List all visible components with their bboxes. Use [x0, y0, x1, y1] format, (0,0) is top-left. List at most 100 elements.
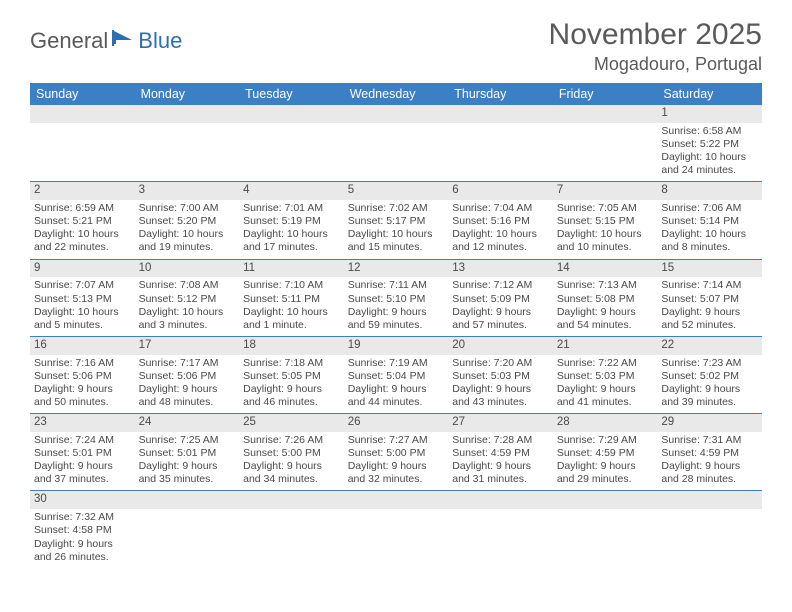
day-details: Sunrise: 7:31 AMSunset: 4:59 PMDaylight:… — [657, 432, 762, 491]
day-details: Sunrise: 7:10 AMSunset: 5:11 PMDaylight:… — [239, 277, 344, 336]
day-number: 21 — [553, 337, 658, 355]
day-details: Sunrise: 7:01 AMSunset: 5:19 PMDaylight:… — [239, 200, 344, 259]
day-number: 27 — [448, 414, 553, 432]
day-details: Sunrise: 7:05 AMSunset: 5:15 PMDaylight:… — [553, 200, 658, 259]
title-block: November 2025 Mogadouro, Portugal — [549, 18, 762, 75]
day-number: 23 — [30, 414, 135, 432]
day-number: 19 — [344, 337, 449, 355]
calendar-cell: 9Sunrise: 7:07 AMSunset: 5:13 PMDaylight… — [30, 259, 135, 336]
calendar-cell: 15Sunrise: 7:14 AMSunset: 5:07 PMDayligh… — [657, 259, 762, 336]
calendar-cell: 29Sunrise: 7:31 AMSunset: 4:59 PMDayligh… — [657, 414, 762, 491]
day-number: 18 — [239, 337, 344, 355]
day-details: Sunrise: 7:16 AMSunset: 5:06 PMDaylight:… — [30, 355, 135, 414]
location: Mogadouro, Portugal — [549, 54, 762, 75]
calendar-cell — [30, 105, 135, 182]
calendar-cell — [135, 105, 240, 182]
day-details: Sunrise: 7:29 AMSunset: 4:59 PMDaylight:… — [553, 432, 658, 491]
day-number: 16 — [30, 337, 135, 355]
calendar-cell: 5Sunrise: 7:02 AMSunset: 5:17 PMDaylight… — [344, 182, 449, 259]
day-number: 10 — [135, 260, 240, 278]
day-number: 20 — [448, 337, 553, 355]
day-number — [135, 105, 240, 123]
calendar-cell: 30Sunrise: 7:32 AMSunset: 4:58 PMDayligh… — [30, 491, 135, 568]
day-number: 29 — [657, 414, 762, 432]
calendar-cell: 28Sunrise: 7:29 AMSunset: 4:59 PMDayligh… — [553, 414, 658, 491]
day-details: Sunrise: 6:59 AMSunset: 5:21 PMDaylight:… — [30, 200, 135, 259]
day-number — [657, 491, 762, 509]
logo: General Blue — [30, 28, 182, 54]
day-number — [30, 105, 135, 123]
logo-text-general: General — [30, 28, 108, 54]
day-details: Sunrise: 7:02 AMSunset: 5:17 PMDaylight:… — [344, 200, 449, 259]
day-details: Sunrise: 7:24 AMSunset: 5:01 PMDaylight:… — [30, 432, 135, 491]
day-header: Tuesday — [239, 83, 344, 105]
day-number — [135, 491, 240, 509]
calendar-cell — [657, 491, 762, 568]
day-details: Sunrise: 7:22 AMSunset: 5:03 PMDaylight:… — [553, 355, 658, 414]
day-details: Sunrise: 7:28 AMSunset: 4:59 PMDaylight:… — [448, 432, 553, 491]
day-header: Monday — [135, 83, 240, 105]
calendar-cell: 19Sunrise: 7:19 AMSunset: 5:04 PMDayligh… — [344, 336, 449, 413]
calendar-cell: 20Sunrise: 7:20 AMSunset: 5:03 PMDayligh… — [448, 336, 553, 413]
day-details: Sunrise: 7:17 AMSunset: 5:06 PMDaylight:… — [135, 355, 240, 414]
calendar-cell: 1Sunrise: 6:58 AMSunset: 5:22 PMDaylight… — [657, 105, 762, 182]
calendar-cell: 24Sunrise: 7:25 AMSunset: 5:01 PMDayligh… — [135, 414, 240, 491]
flag-icon — [108, 28, 138, 54]
day-number: 6 — [448, 182, 553, 200]
calendar-week-row: 23Sunrise: 7:24 AMSunset: 5:01 PMDayligh… — [30, 414, 762, 491]
day-details: Sunrise: 7:19 AMSunset: 5:04 PMDaylight:… — [344, 355, 449, 414]
day-number: 22 — [657, 337, 762, 355]
day-details: Sunrise: 7:26 AMSunset: 5:00 PMDaylight:… — [239, 432, 344, 491]
calendar-cell: 16Sunrise: 7:16 AMSunset: 5:06 PMDayligh… — [30, 336, 135, 413]
calendar-week-row: 1Sunrise: 6:58 AMSunset: 5:22 PMDaylight… — [30, 105, 762, 182]
calendar-cell: 12Sunrise: 7:11 AMSunset: 5:10 PMDayligh… — [344, 259, 449, 336]
calendar-cell: 13Sunrise: 7:12 AMSunset: 5:09 PMDayligh… — [448, 259, 553, 336]
day-details: Sunrise: 7:23 AMSunset: 5:02 PMDaylight:… — [657, 355, 762, 414]
calendar-cell — [448, 105, 553, 182]
day-header: Wednesday — [344, 83, 449, 105]
day-of-week-row: SundayMondayTuesdayWednesdayThursdayFrid… — [30, 83, 762, 105]
calendar-cell: 23Sunrise: 7:24 AMSunset: 5:01 PMDayligh… — [30, 414, 135, 491]
day-number: 1 — [657, 105, 762, 123]
day-details: Sunrise: 7:32 AMSunset: 4:58 PMDaylight:… — [30, 509, 135, 568]
day-details: Sunrise: 7:27 AMSunset: 5:00 PMDaylight:… — [344, 432, 449, 491]
calendar-cell: 2Sunrise: 6:59 AMSunset: 5:21 PMDaylight… — [30, 182, 135, 259]
day-number — [553, 491, 658, 509]
calendar-cell: 6Sunrise: 7:04 AMSunset: 5:16 PMDaylight… — [448, 182, 553, 259]
day-header: Friday — [553, 83, 658, 105]
calendar-table: SundayMondayTuesdayWednesdayThursdayFrid… — [30, 83, 762, 568]
calendar-week-row: 2Sunrise: 6:59 AMSunset: 5:21 PMDaylight… — [30, 182, 762, 259]
day-number: 2 — [30, 182, 135, 200]
day-number — [448, 491, 553, 509]
day-details: Sunrise: 7:20 AMSunset: 5:03 PMDaylight:… — [448, 355, 553, 414]
day-number: 11 — [239, 260, 344, 278]
header: General Blue November 2025 Mogadouro, Po… — [30, 18, 762, 75]
calendar-cell — [553, 491, 658, 568]
calendar-cell: 17Sunrise: 7:17 AMSunset: 5:06 PMDayligh… — [135, 336, 240, 413]
calendar-cell — [239, 105, 344, 182]
calendar-cell: 11Sunrise: 7:10 AMSunset: 5:11 PMDayligh… — [239, 259, 344, 336]
calendar-cell — [344, 105, 449, 182]
calendar-week-row: 9Sunrise: 7:07 AMSunset: 5:13 PMDaylight… — [30, 259, 762, 336]
day-number: 8 — [657, 182, 762, 200]
day-details: Sunrise: 6:58 AMSunset: 5:22 PMDaylight:… — [657, 123, 762, 182]
day-details: Sunrise: 7:07 AMSunset: 5:13 PMDaylight:… — [30, 277, 135, 336]
day-number — [344, 491, 449, 509]
day-details: Sunrise: 7:25 AMSunset: 5:01 PMDaylight:… — [135, 432, 240, 491]
calendar-cell — [135, 491, 240, 568]
calendar-cell: 3Sunrise: 7:00 AMSunset: 5:20 PMDaylight… — [135, 182, 240, 259]
day-number: 26 — [344, 414, 449, 432]
day-number: 13 — [448, 260, 553, 278]
day-details: Sunrise: 7:06 AMSunset: 5:14 PMDaylight:… — [657, 200, 762, 259]
day-number: 14 — [553, 260, 658, 278]
calendar-cell: 18Sunrise: 7:18 AMSunset: 5:05 PMDayligh… — [239, 336, 344, 413]
day-details: Sunrise: 7:18 AMSunset: 5:05 PMDaylight:… — [239, 355, 344, 414]
calendar-week-row: 16Sunrise: 7:16 AMSunset: 5:06 PMDayligh… — [30, 336, 762, 413]
day-number — [239, 491, 344, 509]
calendar-cell — [448, 491, 553, 568]
day-header: Thursday — [448, 83, 553, 105]
day-number: 3 — [135, 182, 240, 200]
calendar-cell: 10Sunrise: 7:08 AMSunset: 5:12 PMDayligh… — [135, 259, 240, 336]
day-details: Sunrise: 7:12 AMSunset: 5:09 PMDaylight:… — [448, 277, 553, 336]
month-title: November 2025 — [549, 18, 762, 52]
